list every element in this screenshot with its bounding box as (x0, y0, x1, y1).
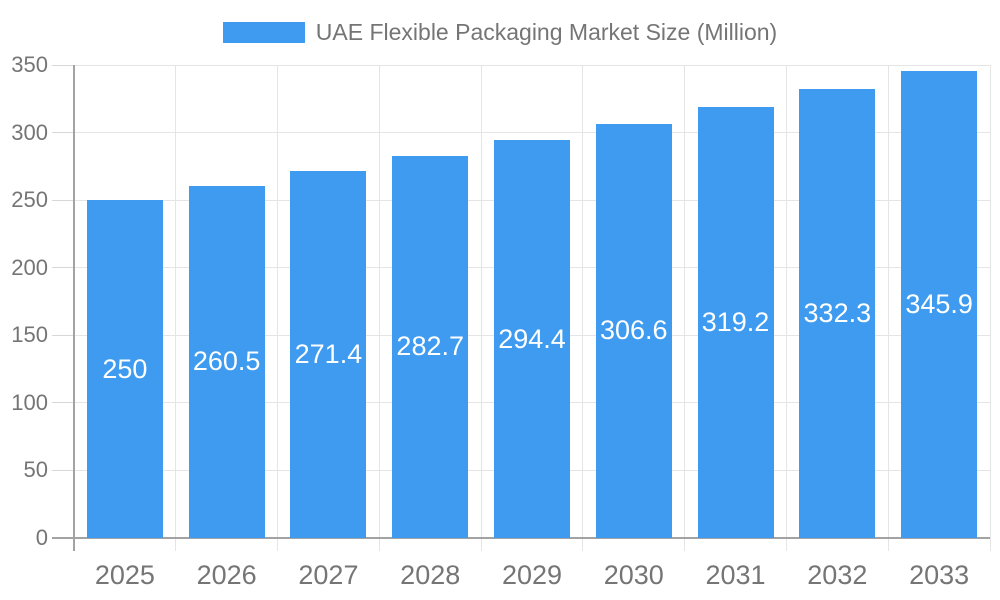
bar-value-label: 250 (102, 353, 148, 384)
bar-value-label: 294.4 (498, 323, 566, 354)
bar-value-label: 319.2 (701, 306, 770, 337)
bar: 260.5 (188, 185, 265, 538)
bar-value-label: 271.4 (294, 339, 363, 370)
bar-value-label: 282.7 (396, 331, 464, 362)
bar: 306.6 (595, 123, 672, 538)
x-axis-tick-label: 2031 (705, 560, 766, 590)
legend[interactable]: UAE Flexible Packaging Market Size (Mill… (0, 19, 1000, 46)
y-tick (52, 267, 74, 269)
x-axis-tick-label: 2030 (603, 560, 664, 590)
bar: 345.9 (901, 70, 978, 538)
v-gridline (582, 65, 584, 551)
v-gridline (887, 65, 889, 551)
bar-value-label: 260.5 (192, 346, 261, 377)
v-gridline (989, 65, 991, 551)
y-axis-tick-label: 250 (11, 187, 48, 213)
x-axis-line (52, 537, 990, 539)
v-gridline (785, 65, 787, 551)
legend-label: UAE Flexible Packaging Market Size (Mill… (315, 19, 778, 45)
x-axis-tick-label: 2033 (909, 560, 970, 590)
v-gridline (175, 65, 177, 551)
y-axis-tick-label: 100 (11, 389, 48, 415)
v-gridline (378, 65, 380, 551)
y-tick (52, 64, 74, 66)
bar-value-label: 345.9 (905, 288, 973, 319)
y-axis-tick-label: 200 (11, 254, 48, 280)
plot-area: 250 260.5 271.4 282.7 294.4 306.6 319.2 332.3 34… (52, 64, 991, 551)
y-tick (52, 469, 74, 471)
bar: 250 (86, 200, 163, 538)
y-axis-tick-label: 50 (23, 457, 48, 483)
y-tick (52, 132, 74, 134)
y-axis-line (73, 65, 75, 551)
x-axis-tick-label: 2032 (807, 560, 868, 590)
x-axis-tick-label: 2025 (94, 560, 155, 590)
bar-value-label: 306.6 (599, 315, 668, 346)
y-tick (52, 402, 74, 404)
y-axis-tick-label: 300 (11, 119, 48, 145)
bar: 319.2 (697, 106, 774, 538)
h-gridline (74, 64, 990, 66)
v-gridline (480, 65, 482, 551)
y-axis-tick-label: 150 (11, 322, 48, 348)
bar: 271.4 (290, 171, 367, 538)
y-tick (52, 334, 74, 336)
bar: 282.7 (392, 155, 469, 538)
y-axis-tick-label: 0 (35, 525, 48, 550)
x-axis-tick-label: 2028 (400, 560, 461, 590)
x-axis-tick-label: 2027 (298, 560, 359, 590)
legend-swatch (222, 22, 305, 43)
y-axis-tick-label: 350 (11, 52, 48, 77)
x-axis-tick-label: 2026 (196, 560, 257, 590)
v-gridline (684, 65, 686, 551)
bar: 294.4 (494, 140, 570, 538)
bar: 332.3 (799, 88, 876, 538)
bar-value-label: 332.3 (803, 297, 872, 328)
v-gridline (277, 65, 279, 551)
h-gridline (74, 132, 990, 134)
y-tick (52, 199, 74, 201)
x-axis-tick-label: 2029 (501, 560, 563, 590)
